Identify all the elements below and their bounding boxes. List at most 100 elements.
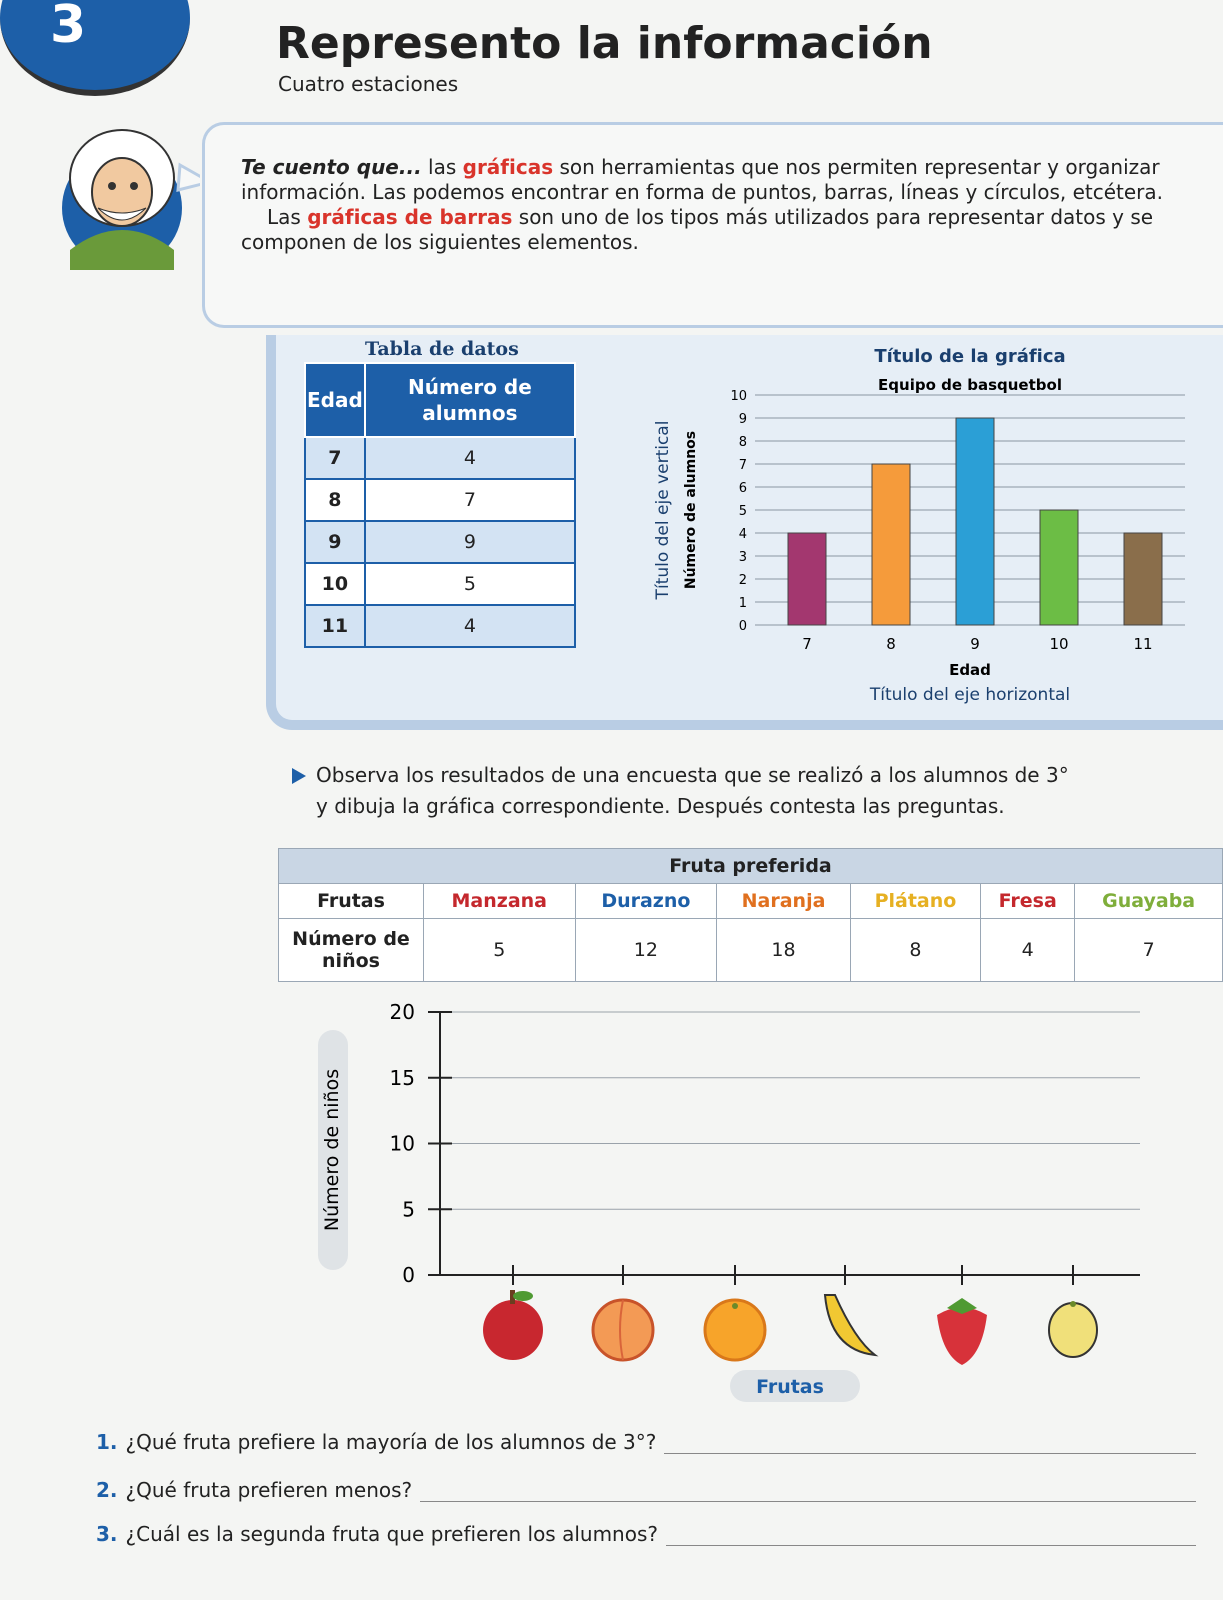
intro-box: Te cuento que... las gráficas son herram… bbox=[202, 122, 1223, 328]
paragraph: Te cuento que... las gráficas son herram… bbox=[241, 155, 1201, 205]
row-header: Frutas bbox=[278, 883, 424, 919]
y-tick-label: 7 bbox=[739, 458, 747, 473]
bar bbox=[1123, 532, 1163, 626]
fruit-count: 7 bbox=[1074, 918, 1223, 982]
question: 1. ¿Qué fruta prefiere la mayoría de los … bbox=[96, 1430, 1196, 1454]
x-tick-label: 8 bbox=[886, 635, 896, 653]
names-row: Frutas Manzana Durazno Naranja Plátano Fresa G… bbox=[278, 883, 1223, 919]
y-tick-label: 2 bbox=[739, 573, 747, 588]
fruit-count: 18 bbox=[716, 918, 851, 982]
text-run: Las bbox=[267, 205, 308, 229]
y-axis-caption: Título del eje vertical bbox=[653, 421, 673, 601]
instruction-line: Observa los resultados de una encuesta q… bbox=[316, 763, 1069, 787]
row-header: Número de niños bbox=[278, 918, 424, 982]
table-cell: 5 bbox=[363, 562, 577, 606]
fruit-name: Fresa bbox=[980, 883, 1076, 919]
question: 2. ¿Qué fruta prefieren menos? bbox=[96, 1478, 1196, 1502]
y-tick-label: 3 bbox=[739, 550, 747, 565]
fruit-name: Naranja bbox=[716, 883, 851, 919]
answer-line bbox=[666, 1525, 1196, 1546]
text-run: gráficas de barras bbox=[307, 205, 513, 229]
table-cell: 4 bbox=[363, 604, 577, 648]
x-tick-label: 7 bbox=[802, 635, 812, 653]
y-tick-label: 8 bbox=[739, 435, 747, 450]
x-label-pill bbox=[730, 1370, 860, 1402]
bar bbox=[871, 463, 911, 626]
fruit-count: 8 bbox=[849, 918, 982, 982]
question-text: ¿Qué fruta prefiere la mayoría de los al… bbox=[125, 1430, 657, 1454]
x-axis-label: Edad bbox=[949, 661, 991, 679]
x-axis-caption: Título del eje horizontal bbox=[869, 685, 1070, 705]
y-tick-label: 10 bbox=[730, 389, 747, 404]
bar bbox=[955, 417, 995, 626]
table-cell: 9 bbox=[304, 520, 366, 564]
subtitle: Cuatro estaciones bbox=[278, 72, 459, 96]
table-cell: 11 bbox=[304, 604, 366, 648]
table-title: Tabla de datos bbox=[365, 338, 519, 360]
text-run: Te cuento que... bbox=[241, 155, 422, 179]
text-run: son herramientas que nos permiten repres… bbox=[241, 155, 1164, 204]
intro-text: Te cuento que... las gráficas son herram… bbox=[241, 155, 1201, 255]
fruit-name: Plátano bbox=[849, 883, 982, 919]
text-run: son uno de los tipos más utilizados para… bbox=[241, 205, 1154, 254]
question-number: 2. bbox=[96, 1478, 118, 1502]
counts-row: Número de niños 5 12 18 8 4 7 bbox=[278, 918, 1223, 982]
x-tick-label: 10 bbox=[1049, 635, 1068, 653]
title-row: Fruta preferida bbox=[278, 848, 1223, 884]
blank-chart: Número de niños 0 5 10 15 20 Frutas bbox=[318, 1000, 1140, 1402]
text-run: gráficas bbox=[462, 155, 554, 179]
y-tick-label: 6 bbox=[739, 481, 747, 496]
y-tick-label: 1 bbox=[739, 596, 747, 611]
fruit-name: Guayaba bbox=[1074, 883, 1223, 919]
column-header: Número de alumnos bbox=[363, 362, 577, 438]
instruction: Observa los resultados de una encuesta q… bbox=[292, 760, 1069, 822]
x-tick-label: 9 bbox=[970, 635, 980, 653]
character-icon bbox=[62, 129, 200, 270]
fruit-count: 12 bbox=[574, 918, 718, 982]
y-tick-label: 20 bbox=[390, 1000, 415, 1024]
lesson-number: 3 bbox=[50, 0, 87, 55]
example-chart: Título de la gráfica Equipo de basquetbol… bbox=[653, 346, 1185, 705]
question-text: ¿Cuál es la segunda fruta que prefieren … bbox=[125, 1522, 658, 1546]
fruit-name: Manzana bbox=[423, 883, 576, 919]
column-header: Edad bbox=[304, 362, 366, 438]
table-cell: 4 bbox=[363, 436, 577, 480]
table-cell: 7 bbox=[304, 436, 366, 480]
y-tick-label: 5 bbox=[402, 1197, 415, 1221]
y-tick-label: 9 bbox=[739, 412, 747, 427]
y-tick-label: 15 bbox=[390, 1066, 415, 1090]
fruit-name: Durazno bbox=[574, 883, 718, 919]
question-number: 3. bbox=[96, 1522, 118, 1546]
table-cell: 9 bbox=[363, 520, 577, 564]
table-row: 10 5 bbox=[304, 562, 577, 606]
table-cell: 10 bbox=[304, 562, 366, 606]
fruit-icons bbox=[483, 1290, 1098, 1365]
y-tick-label: 4 bbox=[739, 527, 747, 542]
bar bbox=[787, 532, 827, 626]
chart-title: Título de la gráfica bbox=[874, 346, 1065, 367]
fruit-count: 5 bbox=[423, 918, 576, 982]
example-table: Edad Número de alumnos 7 4 8 7 9 9 10 5 11 4 bbox=[304, 362, 577, 648]
y-label-pill bbox=[318, 1030, 348, 1270]
table-row: 11 4 bbox=[304, 604, 577, 648]
text-run: las bbox=[421, 155, 463, 179]
fruit-count: 4 bbox=[980, 918, 1076, 982]
title: Represento la información bbox=[276, 18, 933, 69]
x-axis-label: Frutas bbox=[756, 1376, 824, 1398]
y-axis-label: Número de niños bbox=[321, 1069, 343, 1231]
table-cell: 8 bbox=[304, 478, 366, 522]
lesson-badge: 3 bbox=[0, 0, 190, 96]
bar bbox=[1039, 509, 1079, 626]
x-tick-label: 11 bbox=[1133, 635, 1152, 653]
table-cell: 7 bbox=[363, 478, 577, 522]
y-tick-label: 0 bbox=[402, 1263, 415, 1287]
chart-subtitle: Equipo de basquetbol bbox=[878, 376, 1062, 394]
answer-line bbox=[664, 1433, 1196, 1454]
header-row: Edad Número de alumnos bbox=[304, 362, 577, 438]
table-title: Fruta preferida bbox=[278, 848, 1223, 884]
instruction-line: y dibuja la gráfica correspondiente. Des… bbox=[316, 794, 1005, 818]
